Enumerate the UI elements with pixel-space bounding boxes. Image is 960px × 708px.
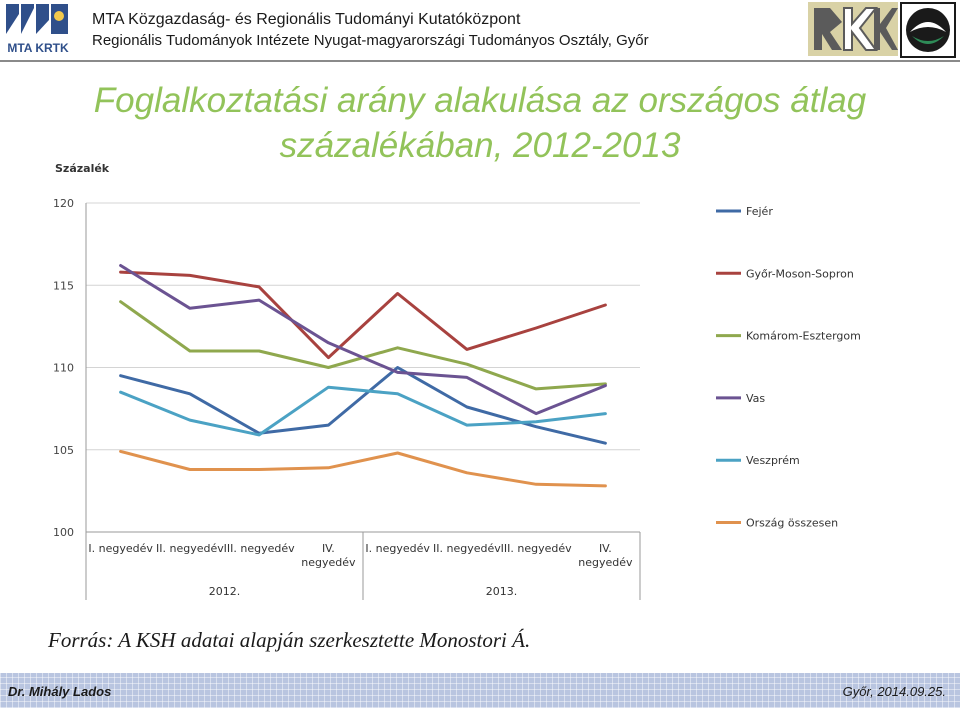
x-group-label: 2013.	[486, 585, 518, 598]
x-tick-label: I. negyedév	[88, 542, 153, 555]
footer-place-date: Győr, 2014.09.25.	[842, 684, 946, 699]
legend-label: Győr-Moson-Sopron	[746, 267, 854, 280]
chart-legend: Fejér Győr-Moson-Sopron Komárom-Esztergom V…	[716, 205, 861, 530]
series-line	[119, 270, 607, 360]
x-group-label: 2012.	[209, 585, 241, 598]
y-tick-label: 120	[53, 197, 74, 210]
x-tick-label: II. negyedév	[156, 542, 224, 555]
rkk-logo	[808, 2, 898, 56]
series-line	[119, 366, 607, 445]
legend-label: Veszprém	[746, 454, 800, 467]
emblem-logo	[900, 2, 956, 58]
x-tick-label: II. negyedév	[433, 542, 501, 555]
y-tick-label: 110	[53, 362, 74, 375]
legend-label: Fejér	[746, 205, 773, 218]
institute-name-line1: MTA Közgazdaság- és Regionális Tudományi…	[92, 11, 521, 28]
series-line	[119, 264, 607, 416]
series-line	[119, 385, 607, 437]
y-tick-label: 115	[53, 279, 74, 292]
legend-label: Komárom-Esztergom	[746, 330, 861, 343]
header-divider	[0, 60, 960, 62]
footer-author: Dr. Mihály Lados	[8, 684, 112, 699]
x-tick-label: IV. negyedév	[578, 542, 633, 569]
footer-bar: Dr. Mihály Lados Győr, 2014.09.25.	[0, 673, 960, 708]
chart-title-line2: százalékában, 2012-2013	[280, 126, 681, 165]
x-tick-label: III. negyedév	[501, 542, 572, 555]
header-bar: MTA KRTK MTA Közgazdaság- és Regionális …	[0, 0, 960, 62]
mta-krtk-logo: MTA KRTK	[6, 4, 69, 55]
logo-text: MTA KRTK	[7, 41, 69, 55]
series-line	[119, 449, 607, 488]
legend-label: Ország összesen	[746, 517, 838, 530]
y-tick-label: 100	[53, 526, 74, 539]
source-note: Forrás: A KSH adatai alapján szerkesztet…	[48, 628, 531, 652]
series-lines	[119, 264, 607, 488]
x-tick-label: III. negyedév	[224, 542, 295, 555]
series-line	[119, 300, 607, 391]
x-tick-label: I. negyedév	[365, 542, 430, 555]
x-axis: I. negyedév II. negyedév III. negyedév IV. n…	[88, 532, 641, 600]
employment-rate-chart: Foglalkoztatási arány alakulása az orszá…	[53, 81, 867, 600]
y-axis-ticks: 100 105 110 115 120	[53, 197, 74, 539]
plot-gridlines	[85, 202, 640, 600]
legend-label: Vas	[746, 392, 765, 405]
institute-name-line2: Regionális Tudományok Intézete Nyugat-ma…	[92, 32, 649, 49]
y-axis-label: Százalék	[55, 162, 110, 175]
x-tick-label: IV. negyedév	[301, 542, 356, 569]
chart-title-line1: Foglalkoztatási arány alakulása az orszá…	[94, 81, 867, 120]
y-tick-label: 105	[53, 444, 74, 457]
